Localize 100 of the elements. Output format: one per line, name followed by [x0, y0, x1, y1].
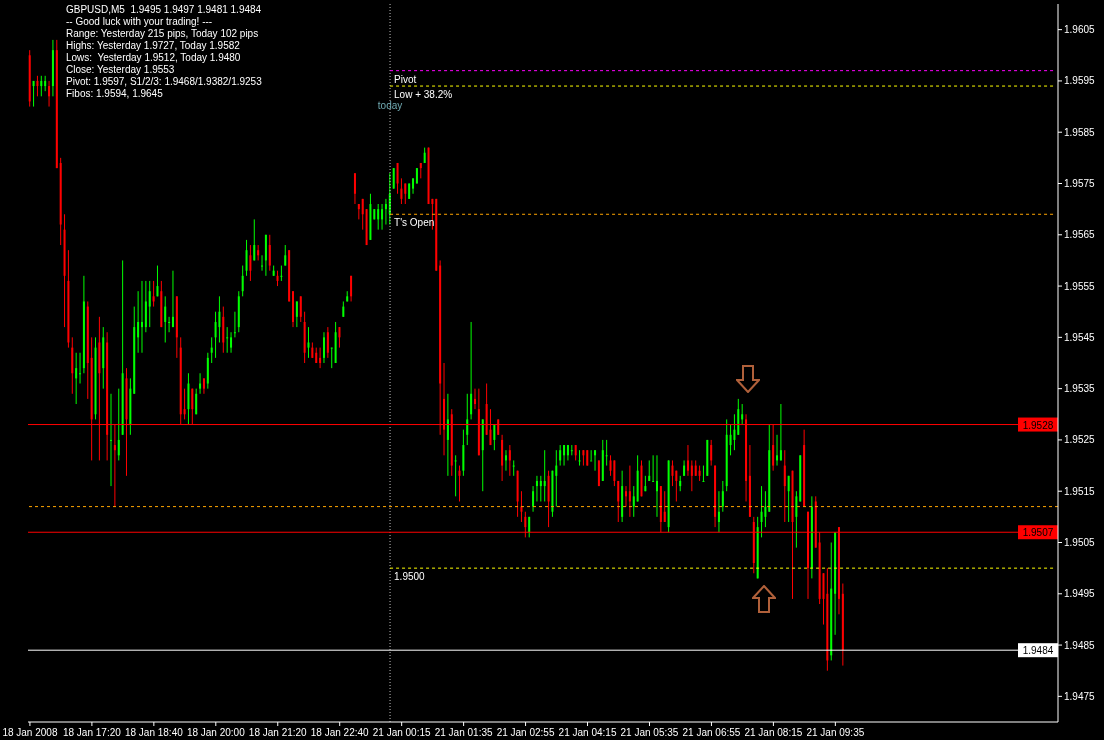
candlestick — [319, 347, 322, 369]
candlestick — [454, 454, 457, 497]
candlestick — [195, 388, 198, 415]
candlestick — [617, 480, 620, 523]
x-tick-label: 18 Jan 20:00 — [186, 727, 246, 738]
annotation: Fibos: 1.9594, 1.9645 — [66, 88, 164, 100]
candlestick — [110, 393, 113, 487]
candlestick — [75, 352, 78, 405]
annotation: Lows: Yesterday 1.9512, Today 1.9480 — [66, 52, 242, 64]
annotation: Close: Yesterday 1.9553 — [66, 64, 176, 76]
candlestick — [268, 234, 271, 272]
y-tick-label: 1.9495 — [1064, 588, 1096, 600]
candlestick — [458, 465, 461, 502]
y-tick-label: 1.9515 — [1064, 485, 1096, 497]
candlestick — [377, 203, 380, 231]
y-tick-label: 1.9555 — [1064, 280, 1096, 292]
ref-line-label: Pivot — [394, 73, 417, 85]
x-tick-label: 21 Jan 09:35 — [806, 727, 865, 738]
candlestick — [249, 244, 252, 282]
y-tick-label: 1.9535 — [1064, 383, 1096, 395]
x-tick-label: 21 Jan 06:55 — [682, 727, 741, 738]
candlestick — [783, 449, 786, 523]
candlestick — [729, 424, 732, 456]
candlestick — [570, 444, 573, 456]
annotation: Pivot: 1.9597, S1/2/3: 1.9468/1.9382/1.9253 — [66, 76, 262, 88]
candlestick — [741, 403, 744, 426]
candlestick — [776, 434, 779, 467]
candlestick — [152, 280, 155, 308]
x-tick-label: 18 Jan 2008 — [2, 727, 58, 738]
x-tick-label: 21 Jan 08:15 — [744, 727, 803, 738]
y-tick-label: 1.9565 — [1064, 229, 1096, 241]
candlestick — [702, 465, 705, 482]
candlestick — [493, 424, 496, 451]
candlestick — [322, 331, 325, 364]
candlestick — [253, 218, 256, 261]
candlestick — [470, 321, 473, 420]
x-tick-label: 21 Jan 01:35 — [434, 727, 493, 738]
candlestick — [532, 485, 535, 513]
candlestick — [609, 454, 612, 477]
candlestick — [733, 413, 736, 451]
x-tick-label: 18 Jan 18:40 — [124, 727, 184, 738]
candlestick — [520, 490, 523, 523]
candlestick — [535, 475, 538, 502]
ref-line-label: 1.9507 — [1022, 527, 1054, 539]
candlestick — [280, 265, 283, 282]
y-tick-label: 1.9525 — [1064, 434, 1096, 446]
candlestick — [671, 459, 674, 487]
x-tick-label: 18 Jan 21:20 — [248, 727, 308, 738]
candlestick — [590, 449, 593, 462]
y-tick-label: 1.9575 — [1064, 178, 1096, 190]
candlestick — [79, 352, 82, 385]
candlestick — [563, 444, 566, 467]
candlestick — [140, 280, 143, 354]
candlestick — [392, 167, 395, 190]
candlestick — [214, 311, 217, 359]
annotation: Highs: Yesterday 1.9727, Today 1.9582 — [66, 40, 241, 52]
candlestick — [613, 459, 616, 487]
annotation: Range: Yesterday 215 pips, Today 102 pips — [66, 28, 260, 40]
candlestick — [210, 336, 213, 364]
candlestick — [230, 331, 233, 354]
candlestick — [299, 295, 302, 323]
y-tick-label: 1.9545 — [1064, 331, 1096, 343]
candlestick — [384, 198, 387, 226]
candlestick — [655, 454, 658, 518]
y-tick-label: 1.9595 — [1064, 75, 1096, 87]
candlestick — [353, 172, 356, 205]
candlestick — [690, 459, 693, 492]
candlestick — [543, 449, 546, 502]
y-tick-label: 1.9505 — [1064, 537, 1096, 549]
x-tick-label: 18 Jan 17:20 — [62, 727, 122, 738]
annotation: -- Good luck with your trading! --- — [66, 16, 214, 28]
candlestick — [446, 393, 449, 477]
candlestick — [721, 480, 724, 513]
candlestick — [628, 465, 631, 518]
candlestick — [168, 316, 171, 333]
candlestick — [787, 475, 790, 523]
ref-line-label: 1.9528 — [1022, 419, 1054, 431]
candlestick — [760, 485, 763, 538]
candlestick — [795, 490, 798, 549]
candlestick — [508, 444, 511, 477]
candlestick — [350, 275, 353, 302]
candlestick — [400, 177, 403, 205]
candlestick — [295, 300, 298, 328]
candlestick — [578, 449, 581, 467]
y-tick-label: 1.9585 — [1064, 126, 1096, 138]
candlestick — [663, 490, 666, 523]
candlestick — [555, 449, 558, 508]
ref-line-label: 1.9484 — [1022, 645, 1054, 657]
ref-line-label: 1.9500 — [394, 571, 426, 583]
candlestick — [605, 439, 608, 467]
candlestick — [164, 295, 167, 343]
x-tick-label: 21 Jan 02:55 — [496, 727, 555, 738]
ref-line-label: Low + 38.2% — [394, 89, 453, 101]
y-tick-label: 1.9475 — [1064, 690, 1096, 702]
chart-title: GBPUSD,M5 1.9495 1.9497 1.9481 1.9484 — [66, 4, 262, 16]
candlestick — [473, 388, 476, 410]
candlestick — [330, 347, 333, 369]
y-tick-label: 1.9605 — [1064, 24, 1096, 36]
candlestick — [48, 80, 51, 108]
candlestick — [284, 244, 287, 267]
